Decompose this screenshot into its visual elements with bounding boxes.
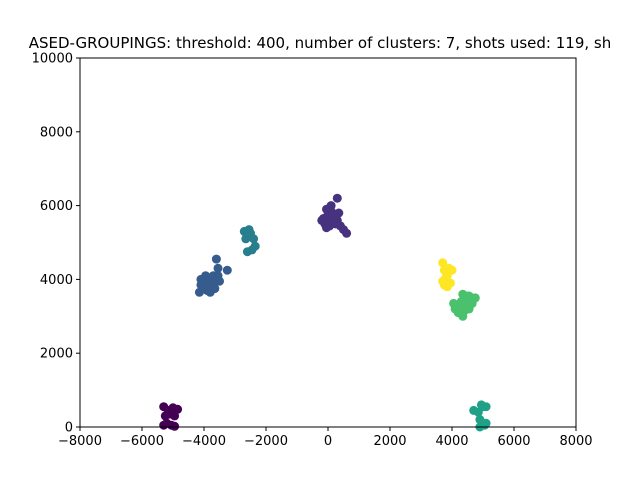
scatter-point-cluster-2-6: [222, 265, 232, 275]
scatter-point-cluster-4-4: [481, 402, 491, 412]
y-tick-label: 8000: [40, 125, 73, 140]
scatter-point-cluster-2-7: [213, 263, 223, 273]
chart-title: ASED-GROUPINGS: threshold: 400, number o…: [29, 34, 612, 52]
y-tick-label: 2000: [40, 347, 73, 362]
y-tick-label: 10000: [32, 52, 73, 67]
scatter-point-cluster-4-8: [480, 420, 490, 430]
scatter-point-cluster-2-20: [196, 280, 206, 290]
points-layer: [159, 193, 491, 432]
x-tick-label: −4000: [182, 434, 226, 449]
scatter-point-cluster-1-19: [322, 223, 331, 233]
y-tick-label: 6000: [40, 199, 73, 214]
x-tick-label: −6000: [120, 434, 164, 449]
x-axis: −8000 −6000 −4000 −2000 0 2000 4000 6000 8000: [58, 427, 593, 449]
scatter-point-cluster-3-8: [241, 234, 251, 244]
scatter-point-cluster-1-18: [326, 206, 336, 216]
scatter-point-cluster-1-16: [329, 214, 339, 223]
y-tick-label: 4000: [40, 273, 73, 288]
scatter-point-cluster-2-17: [205, 287, 215, 297]
scatter-point-cluster-3-6: [242, 247, 252, 257]
scatter-point-cluster-6-9: [442, 271, 452, 281]
scatter-point-cluster-1-5: [332, 193, 342, 203]
y-axis: 0 2000 4000 6000 8000 10000: [32, 52, 80, 436]
scatter-point-cluster-0-6: [170, 411, 180, 421]
y-tick-label: 0: [65, 421, 73, 436]
x-tick-label: 0: [324, 434, 332, 449]
scatter-point-cluster-0-10: [170, 421, 180, 431]
scatter-point-cluster-0-9: [159, 420, 169, 430]
scatter-point-cluster-2-18: [213, 271, 223, 281]
x-tick-label: 6000: [497, 434, 530, 449]
x-tick-label: −8000: [58, 434, 102, 449]
scatter-point-cluster-6-8: [445, 278, 455, 288]
scatter-point-cluster-1-14: [342, 228, 352, 238]
scatter-point-cluster-1-17: [317, 215, 327, 225]
scatter-point-cluster-2-8: [211, 254, 221, 264]
x-tick-label: 2000: [373, 434, 406, 449]
scatter-point-cluster-5-18: [456, 302, 466, 312]
scatter-point-cluster-5-20: [464, 291, 474, 301]
x-tick-label: 8000: [559, 434, 592, 449]
x-tick-label: −2000: [244, 434, 288, 449]
x-tick-label: 4000: [435, 434, 468, 449]
scatter-point-cluster-6-0: [438, 258, 448, 268]
